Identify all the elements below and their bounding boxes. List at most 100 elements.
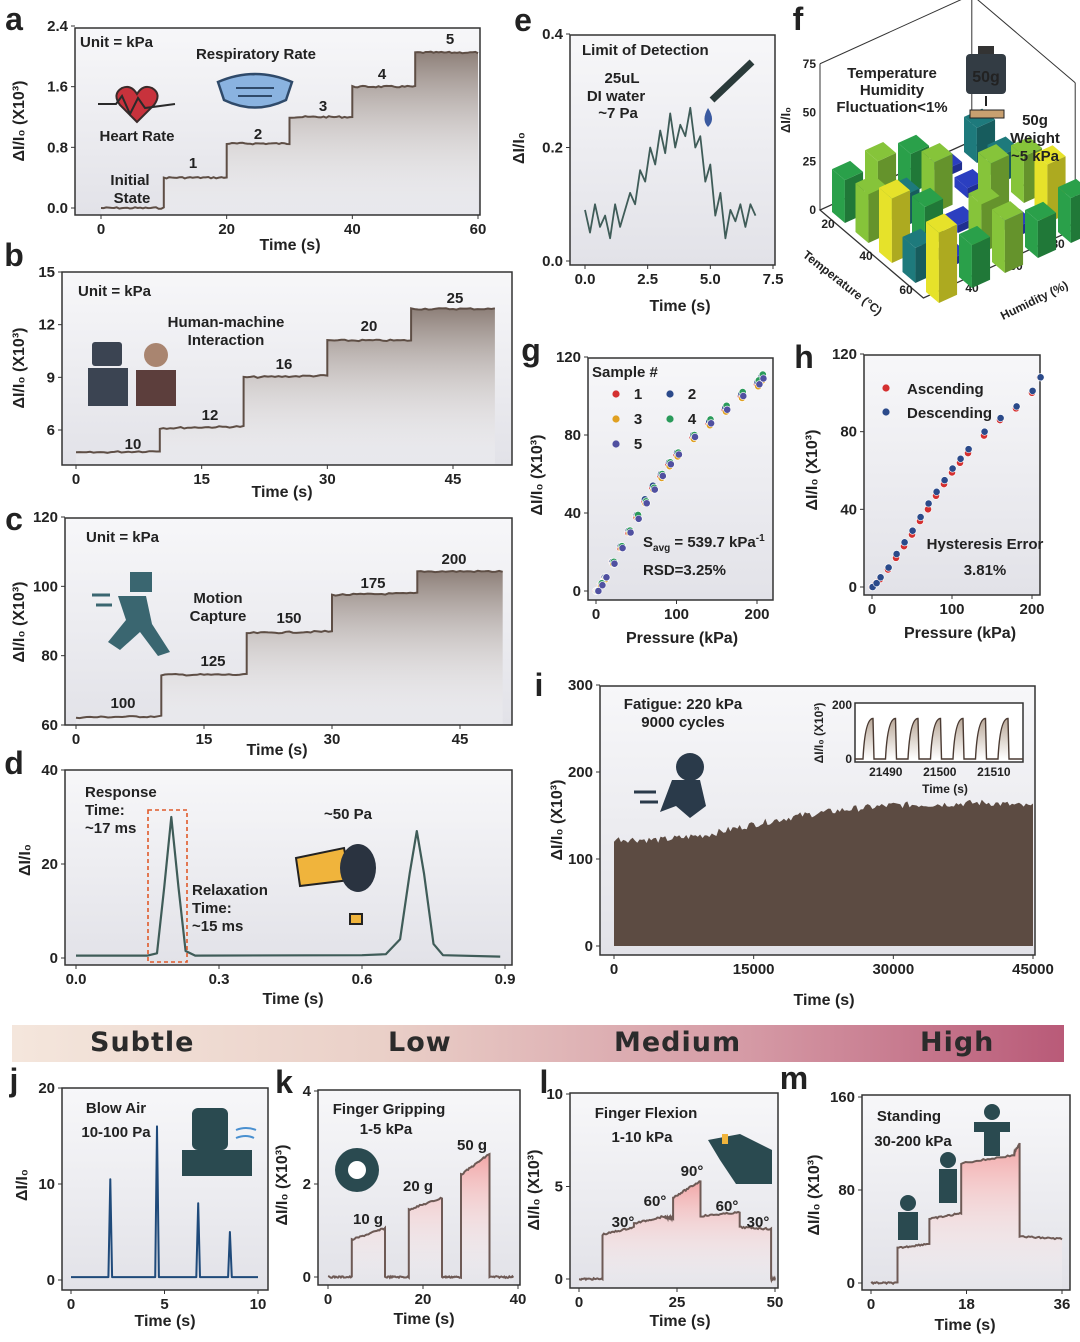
x-tick-label: 30000 — [872, 961, 914, 978]
area-fill — [76, 570, 503, 724]
bar-face — [879, 187, 892, 263]
sensor-shape — [349, 913, 363, 925]
y-tick-label: 40 — [41, 762, 58, 779]
back-edge — [819, 0, 1076, 84]
annotation: 2 — [254, 126, 262, 143]
annotation: 3 — [319, 98, 327, 115]
heartbeat-line — [98, 94, 176, 117]
annotation: Finger Gripping — [333, 1101, 446, 1118]
annotation: 25uL — [604, 70, 639, 87]
legend-marker — [612, 440, 620, 448]
annotation-part: S — [643, 534, 653, 551]
y-tick-label: 0.0 — [47, 200, 68, 217]
y-tick-label: 300 — [568, 677, 593, 694]
series-line — [75, 569, 503, 720]
annotation: 200 — [441, 551, 466, 568]
gripping-hand-icon — [335, 1148, 379, 1192]
y-axis-label: ΔI/I₀ — [14, 1169, 31, 1201]
y-tick-label: 0 — [849, 579, 857, 596]
annotation: 12 — [202, 407, 219, 424]
x-tick-label: 40 — [344, 221, 361, 238]
annotation: 30-200 kPa — [874, 1133, 952, 1150]
level-low: Low — [388, 1027, 452, 1058]
y-tick-label: 100 — [33, 578, 58, 595]
y-tick-label: 0.0 — [542, 253, 563, 270]
y-tick-label: 0.2 — [542, 140, 563, 157]
legend-label: 1 — [634, 386, 642, 403]
area-fill — [579, 1181, 775, 1287]
bar-side — [1037, 212, 1057, 258]
y-tick-label: 0 — [303, 1269, 311, 1286]
annotation: ~5 kPa — [1011, 148, 1060, 165]
bar-3d — [879, 179, 911, 263]
annotation: Interaction — [188, 332, 265, 349]
bar-face — [964, 116, 977, 163]
annotation: Heart Rate — [99, 128, 174, 145]
y-tick-label: 100 — [568, 851, 593, 868]
annotation: 3.81% — [964, 562, 1007, 579]
y-tick-label: 120 — [33, 509, 58, 526]
panel-h: 0 100 200 0 40 80 120 Pressure (kPa) ΔI/I₀ (X10³… — [794, 339, 1044, 642]
runner-icon — [92, 572, 170, 656]
panel-letter: h — [794, 339, 814, 375]
annotation: 60° — [716, 1198, 739, 1215]
legend-label: Ascending — [907, 381, 984, 398]
x-tick-label: 0 — [72, 471, 80, 488]
x-tick-label: 0.0 — [66, 971, 87, 988]
area-fill — [328, 1154, 514, 1284]
level-medium: Medium — [614, 1027, 742, 1058]
y-tick-label: 80 — [838, 1182, 855, 1199]
x-tick-label: 45 — [452, 731, 469, 748]
jumping-body — [984, 1132, 1000, 1156]
annotation: 1-10 kPa — [612, 1129, 674, 1146]
sensor-pad — [969, 109, 1005, 119]
y-tick-label: 120 — [556, 349, 581, 366]
y-tick-label: 0 — [585, 938, 593, 955]
x-tick-label: 20 — [821, 217, 835, 231]
x-tick-label: 20 — [218, 221, 235, 238]
bar-top — [1011, 136, 1043, 157]
panel-j: 0 5 10 0 10 20 Time (s) ΔI/I₀ j Blow Air 10-100 Pa — [9, 1062, 269, 1330]
data-point — [634, 514, 643, 523]
x-tick-label: 15 — [196, 731, 213, 748]
data-point — [900, 538, 909, 547]
annotation: 25 — [447, 290, 464, 307]
bar-3d — [1025, 201, 1057, 258]
x-tick-label: 25 — [669, 1294, 686, 1311]
x-axis-label: Pressure (kPa) — [904, 625, 1016, 642]
inset-y-axis-label: ΔI/I₀ (X10³) — [812, 703, 826, 764]
x-tick-label: 100 — [939, 601, 964, 618]
x-axis-label: Time (s) — [393, 1311, 454, 1328]
x-tick-label: 45 — [445, 471, 462, 488]
data-point — [964, 445, 973, 454]
inset-x-tick-label: 21510 — [977, 765, 1011, 779]
blowing-person-icon — [182, 1108, 257, 1176]
z-tick-label: 50 — [803, 106, 817, 120]
x-tick-label: 200 — [744, 606, 769, 623]
panel-letter: c — [5, 501, 23, 537]
bar-face — [959, 234, 972, 288]
z-tick-label: 75 — [803, 57, 817, 71]
y-tick-label: 0.4 — [542, 26, 564, 43]
series-Descending — [868, 373, 1045, 591]
weight-label: 50g — [972, 69, 1000, 86]
legend-marker — [666, 390, 674, 398]
x-tick-label: 45000 — [1012, 961, 1054, 978]
data-point — [626, 528, 635, 537]
annotation: 9000 cycles — [641, 714, 724, 731]
data-point — [723, 405, 732, 414]
water-drop — [704, 108, 712, 127]
panel-b: 0 15 30 45 6 9 12 15 Time (s) ΔI/I₀ (X10³) b Unit =… — [4, 237, 513, 501]
annotation: Standing — [877, 1108, 941, 1125]
dropper-body — [709, 59, 755, 103]
y-axis-label: ΔI/I₀ (X10³) — [11, 582, 28, 663]
x-tick-label: 50 — [767, 1294, 784, 1311]
x-axis-label: Pressure (kPa) — [626, 630, 738, 647]
series-line — [76, 815, 501, 958]
x-axis-label: Time (s) — [134, 1313, 195, 1330]
y-tick-label: 2.4 — [47, 18, 69, 35]
x-tick-label: 20 — [415, 1291, 432, 1308]
data-point — [691, 433, 699, 441]
annotation: Unit = kPa — [78, 283, 152, 300]
